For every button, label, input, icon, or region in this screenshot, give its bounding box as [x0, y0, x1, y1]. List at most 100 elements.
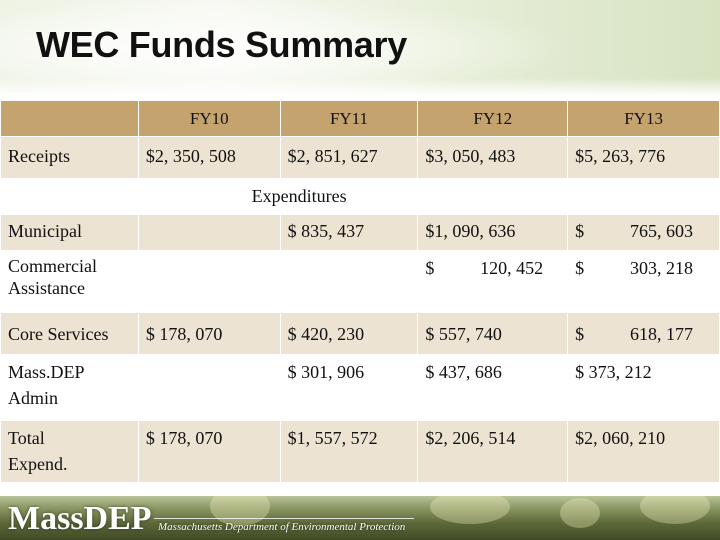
header-fy12: FY12 — [473, 109, 513, 128]
header-cell: FY12 — [417, 100, 569, 137]
row-label: Receipts — [8, 146, 70, 166]
table-cell: $5, 263, 776 — [567, 136, 720, 179]
logo-subtitle: Massachusetts Department of Environmenta… — [158, 521, 406, 533]
table-cell: $2, 206, 514 — [417, 420, 569, 483]
footer-bokeh — [640, 496, 710, 524]
footer-bokeh — [560, 498, 600, 528]
table-cell: $2, 350, 508 — [137, 136, 281, 179]
row-label: Core Services — [8, 324, 109, 344]
table-cell: $2, 851, 627 — [279, 136, 419, 179]
header-cell: FY10 — [137, 100, 281, 137]
table-cell: Commercial Assistance — [0, 250, 139, 313]
row-label-line: Expend. — [8, 454, 68, 474]
table-row-total: Total Expend. $ 178, 070 $1, 557, 572 $2… — [0, 420, 720, 483]
table-row-receipts: Receipts $2, 350, 508 $2, 851, 627 $3, 0… — [0, 136, 720, 179]
table-cell: $ 835, 437 — [279, 214, 419, 251]
table-row: Mass.DEP Admin $ 301, 906 $ 437, 686 $ 3… — [0, 354, 720, 421]
table-cell: $ 178, 070 — [137, 312, 281, 355]
cell-value: $120, 452 — [418, 251, 567, 281]
table-cell: $303, 218 — [567, 250, 720, 313]
cell-value: $3, 050, 483 — [425, 146, 516, 166]
cell-value: $2, 060, 210 — [575, 428, 666, 448]
table-cell: Receipts — [0, 136, 139, 179]
table-cell: $120, 452 — [417, 250, 569, 313]
table-cell: Mass.DEP Admin — [0, 354, 139, 421]
cell-value: $ 301, 906 — [287, 362, 365, 382]
expenditures-heading-cell: Expenditures — [0, 178, 569, 215]
cell-value: $ 178, 070 — [145, 428, 223, 448]
logo-divider — [154, 518, 414, 519]
table-cell: $ 557, 740 — [417, 312, 569, 355]
header-cell: FY13 — [567, 100, 720, 137]
table-cell — [137, 214, 281, 251]
table-cell — [279, 250, 419, 313]
amount: 120, 452 — [480, 258, 544, 278]
table-cell: $765, 603 — [567, 214, 720, 251]
footer-banner: MassDEP Massachusetts Department of Envi… — [0, 496, 720, 540]
row-label-line: Admin — [8, 388, 59, 408]
amount: 618, 177 — [630, 324, 693, 344]
cell-value — [139, 215, 280, 221]
footer-bokeh — [430, 496, 510, 524]
table-cell: $1, 090, 636 — [417, 214, 569, 251]
table-cell: $2, 060, 210 — [567, 420, 720, 483]
cell-value: $ 373, 212 — [575, 362, 652, 382]
header-fy13: FY13 — [624, 109, 663, 128]
currency-symbol: $ — [575, 258, 585, 278]
header-fy11: FY11 — [329, 109, 369, 128]
row-label: Total Expend. — [1, 421, 138, 477]
table-cell: Municipal — [0, 214, 139, 251]
row-label-line: Mass.DEP — [8, 362, 85, 382]
table-cell — [137, 354, 281, 421]
expenditures-label: Expenditures — [251, 186, 347, 206]
cell-value: $ 178, 070 — [145, 324, 223, 344]
cell-value: $1, 557, 572 — [287, 428, 378, 448]
amount: 303, 218 — [630, 258, 693, 278]
table-row: Municipal $ 835, 437 $1, 090, 636 $765, … — [0, 214, 720, 251]
page-title: WEC Funds Summary — [36, 24, 407, 65]
row-label-line: Assistance — [8, 278, 85, 298]
cell-value: $303, 218 — [568, 251, 719, 281]
table-cell: $3, 050, 483 — [417, 136, 569, 179]
cell-value: $ 835, 437 — [287, 221, 365, 241]
currency-symbol: $ — [575, 221, 585, 241]
table-cell: $ 178, 070 — [137, 420, 281, 483]
cell-value: $765, 603 — [568, 215, 719, 244]
row-label: Mass.DEP Admin — [1, 355, 138, 411]
cell-value — [281, 251, 418, 257]
cell-value: $618, 177 — [568, 313, 719, 347]
table-row-expenditures-heading: Expenditures — [0, 178, 720, 215]
table-row: Core Services $ 178, 070 $ 420, 230 $ 55… — [0, 312, 720, 355]
table-cell: Core Services — [0, 312, 139, 355]
cell-value: $ 420, 230 — [287, 324, 365, 344]
table-cell: Total Expend. — [0, 420, 139, 483]
table-cell: $1, 557, 572 — [279, 420, 419, 483]
cell-value: $2, 350, 508 — [145, 146, 236, 166]
cell-value — [139, 355, 280, 361]
cell-value: $1, 090, 636 — [425, 221, 516, 241]
row-label: Municipal — [8, 221, 82, 241]
table-cell — [567, 178, 720, 215]
row-label: Commercial Assistance — [1, 251, 138, 299]
table-cell: $ 373, 212 — [567, 354, 720, 421]
table-row: Commercial Assistance $120, 452 $303, 21… — [0, 250, 720, 313]
header-empty-cell — [0, 100, 139, 137]
currency-symbol: $ — [575, 324, 585, 344]
table-cell: $ 437, 686 — [417, 354, 569, 421]
header-cell: FY11 — [279, 100, 419, 137]
table-cell: $618, 177 — [567, 312, 720, 355]
amount: 765, 603 — [630, 221, 693, 241]
funds-table: FY10 FY11 FY12 FY13 Receipts $2, 350, 50… — [0, 100, 720, 483]
header-fy10: FY10 — [189, 109, 229, 128]
title-band — [0, 0, 720, 96]
table-cell — [137, 250, 281, 313]
cell-value: $ 437, 686 — [425, 362, 502, 382]
currency-symbol: $ — [425, 258, 435, 278]
cell-value — [139, 251, 280, 257]
cell-value: $5, 263, 776 — [575, 146, 666, 166]
cell-value: $2, 851, 627 — [287, 146, 378, 166]
cell-value: $ 557, 740 — [425, 324, 502, 344]
table-cell: $ 301, 906 — [279, 354, 419, 421]
row-label-line: Commercial — [8, 256, 97, 276]
table-header-row: FY10 FY11 FY12 FY13 — [0, 100, 720, 137]
